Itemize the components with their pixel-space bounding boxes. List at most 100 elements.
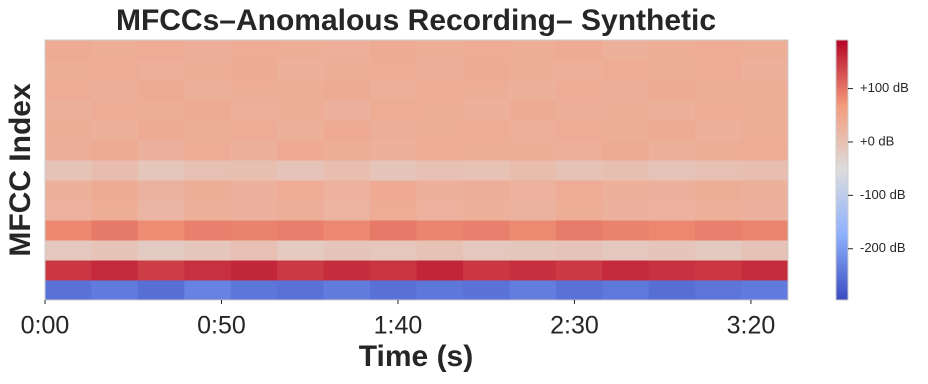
heatmap-cell [230, 80, 278, 101]
heatmap-cell [555, 140, 603, 161]
heatmap-cell [184, 120, 232, 141]
y-axis-label: MFCC Index [4, 83, 37, 257]
x-axis-label: Time (s) [359, 340, 473, 373]
heatmap-cell [184, 160, 232, 181]
heatmap-cell [184, 40, 232, 61]
heatmap-cell [323, 280, 371, 301]
heatmap-cell [184, 240, 232, 261]
heatmap-cell [370, 220, 417, 241]
heatmap-cell [462, 180, 510, 201]
heatmap-cell [277, 260, 325, 281]
heatmap-cell [277, 200, 325, 221]
heatmap-cell [277, 60, 325, 81]
heatmap-cell [648, 280, 696, 301]
heatmap-cell [91, 100, 139, 121]
heatmap-cell [184, 200, 232, 221]
heatmap-cell [184, 80, 232, 101]
heatmap-cell [91, 140, 139, 161]
heatmap-cell [91, 240, 139, 261]
heatmap-cell [370, 260, 417, 281]
heatmap-cell [462, 100, 510, 121]
heatmap-cell [509, 280, 557, 301]
heatmap-cell [323, 200, 371, 221]
heatmap-cell [741, 40, 789, 61]
heatmap-cell [91, 60, 139, 81]
heatmap-cell [416, 120, 464, 141]
heatmap-cell [462, 60, 510, 81]
heatmap-cell [648, 80, 696, 101]
chart-title: MFCCs–Anomalous Recording– Synthetic [116, 4, 716, 37]
heatmap-cell [91, 120, 139, 141]
heatmap-cell [230, 200, 278, 221]
heatmap-cell [555, 280, 603, 301]
heatmap-cell [695, 120, 743, 141]
heatmap-cell [741, 60, 789, 81]
heatmap-cell [277, 140, 325, 161]
heatmap-cell [462, 40, 510, 61]
heatmap-cell [45, 60, 92, 81]
heatmap-cell [555, 260, 603, 281]
heatmap-cell [91, 260, 139, 281]
heatmap-cell [602, 120, 650, 141]
heatmap-cell [91, 160, 139, 181]
heatmap-cell [509, 200, 557, 221]
heatmap-cell [416, 100, 464, 121]
heatmap-cell [45, 40, 92, 61]
heatmap-cell [230, 60, 278, 81]
heatmap-cell [462, 200, 510, 221]
heatmap-cell [323, 40, 371, 61]
heatmap-cell [648, 260, 696, 281]
heatmap-cell [370, 40, 417, 61]
heatmap-cell [277, 80, 325, 101]
heatmap-cell [370, 60, 417, 81]
heatmap-cell [45, 160, 92, 181]
heatmap-cell [230, 240, 278, 261]
heatmap-cell [741, 180, 789, 201]
heatmap-cell [137, 200, 185, 221]
heatmap-cell [741, 200, 789, 221]
heatmap-cell [648, 120, 696, 141]
x-tick-label: 1:40 [374, 312, 423, 340]
heatmap-cell [323, 60, 371, 81]
heatmap-cell [277, 220, 325, 241]
heatmap-cell [462, 80, 510, 101]
heatmap-cell [509, 40, 557, 61]
heatmap-cell [230, 100, 278, 121]
heatmap-cell [602, 220, 650, 241]
heatmap-cell [695, 160, 743, 181]
heatmap-cell [137, 140, 185, 161]
heatmap-cell [45, 140, 92, 161]
heatmap-cell [509, 180, 557, 201]
heatmap-cell [648, 180, 696, 201]
heatmap-cell [462, 140, 510, 161]
heatmap-cell [509, 80, 557, 101]
heatmap-cell [137, 180, 185, 201]
heatmap-cell [462, 120, 510, 141]
heatmap-cell [323, 180, 371, 201]
heatmap-cell [509, 220, 557, 241]
heatmap-cell [695, 140, 743, 161]
heatmap-cell [137, 160, 185, 181]
heatmap-cell [184, 180, 232, 201]
heatmap-cell [323, 100, 371, 121]
heatmap-cell [509, 160, 557, 181]
heatmap-cell [184, 280, 232, 301]
heatmap-cell [45, 120, 92, 141]
heatmap-cell [91, 80, 139, 101]
heatmap-cell [137, 240, 185, 261]
heatmap-cell [277, 120, 325, 141]
heatmap-cell [741, 280, 789, 301]
heatmap-cell [370, 280, 417, 301]
heatmap-cell [45, 220, 92, 241]
heatmap-cell [555, 80, 603, 101]
heatmap-cell [509, 100, 557, 121]
heatmap-cell [695, 240, 743, 261]
heatmap-cell [602, 200, 650, 221]
heatmap-cell [648, 40, 696, 61]
heatmap-cell [230, 180, 278, 201]
x-tick-label: 3:20 [727, 312, 776, 340]
heatmap-cell [230, 280, 278, 301]
heatmap-cell [602, 260, 650, 281]
heatmap-cell [184, 100, 232, 121]
heatmap-cell [555, 180, 603, 201]
